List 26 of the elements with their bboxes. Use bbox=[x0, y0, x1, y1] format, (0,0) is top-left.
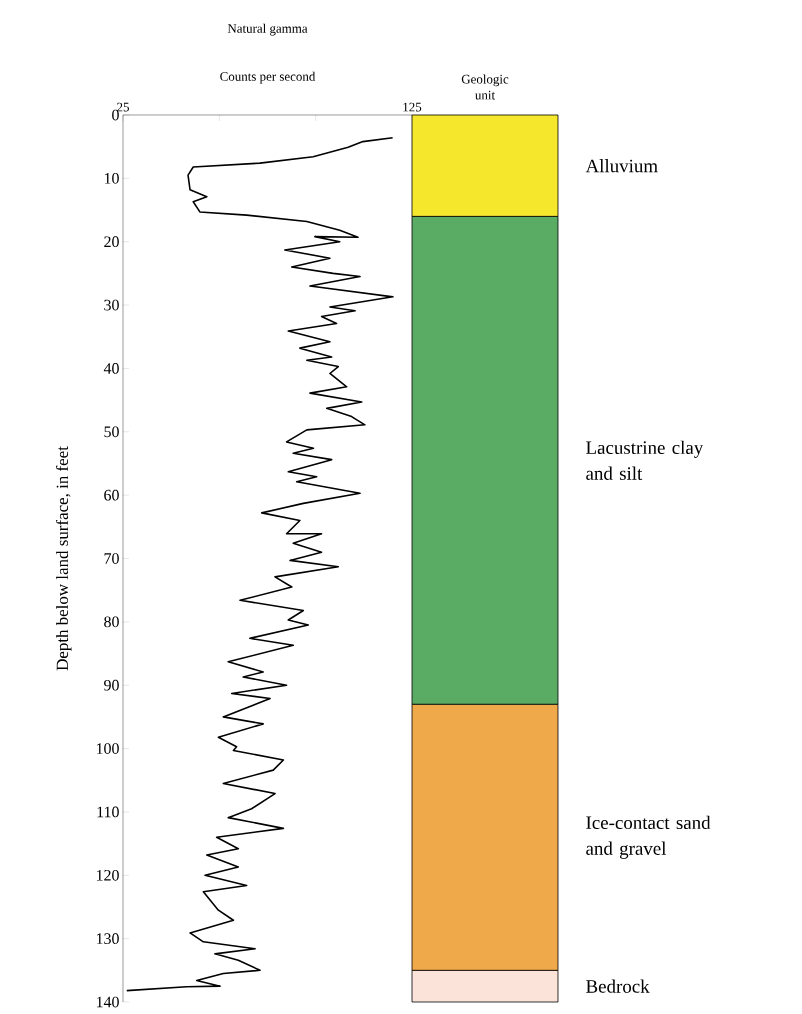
y-tick-label: 90 bbox=[104, 679, 119, 691]
y-tick-label: 140 bbox=[96, 996, 119, 1008]
series-label: Bedrock bbox=[586, 979, 650, 993]
y-axis-title: Depth below land surface, in feet bbox=[55, 446, 72, 671]
y-tick-label: 110 bbox=[97, 806, 119, 818]
y-tick-label: 100 bbox=[96, 743, 119, 754]
y-tick-label: 80 bbox=[104, 616, 119, 628]
y-tick-label: 130 bbox=[96, 933, 119, 945]
y-tick-label: 50 bbox=[104, 426, 119, 438]
chart-title: Natural gamma bbox=[227, 23, 308, 36]
y-tick-label: 70 bbox=[104, 553, 119, 564]
series-label: Alluvium bbox=[585, 159, 658, 173]
x-tick-label: 25 bbox=[117, 102, 129, 112]
chart-title: Geologic unit bbox=[461, 74, 509, 100]
y-tick-label: 20 bbox=[104, 236, 119, 248]
y-tick-label: 0 bbox=[112, 109, 119, 121]
y-tick-label: 10 bbox=[104, 172, 119, 184]
y-tick-label: 40 bbox=[103, 363, 119, 374]
y-tick-label: 30 bbox=[104, 299, 119, 311]
series-label: Ice-contact sand and gravel bbox=[586, 815, 711, 859]
line-series bbox=[125, 137, 394, 992]
x-tick-label: 125 bbox=[403, 102, 422, 112]
y-tick-label: 60 bbox=[104, 489, 119, 501]
x-axis-title: Counts per second bbox=[220, 71, 316, 84]
series-label: Lacustrine clay and silt bbox=[586, 440, 704, 480]
y-tick-label: 120 bbox=[96, 869, 119, 881]
